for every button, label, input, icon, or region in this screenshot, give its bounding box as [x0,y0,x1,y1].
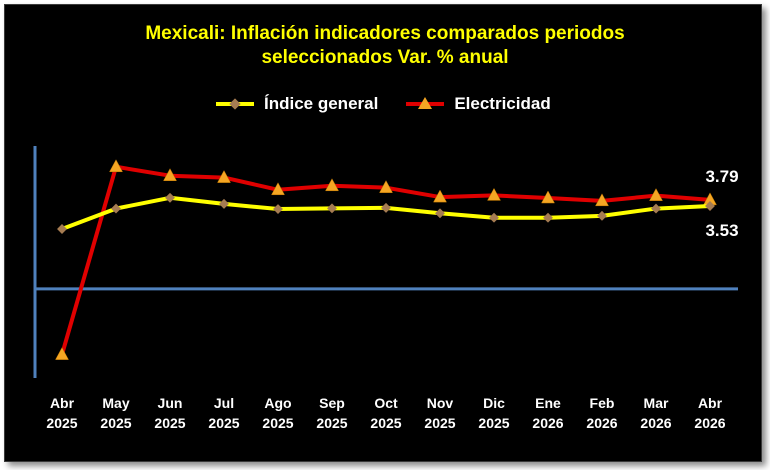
x-tick-month: Mar [644,395,669,411]
x-tick-label: Oct 2025 [370,395,401,431]
data-point-electricidad [271,182,285,196]
data-point-indice-general [381,202,391,213]
x-tick-month: Abr [698,395,723,411]
x-tick-label: Ago 2025 [262,395,293,431]
x-tick-month: Jul [214,395,234,411]
x-tick-year: 2025 [316,415,347,431]
data-point-electricidad [217,170,231,183]
chart-title: Mexicali: Inflación indicadores comparad… [0,22,770,70]
legend-label-indice-general: Índice general [264,94,379,113]
series-line-indice-general [61,195,711,231]
x-tick-year: 2025 [208,415,239,431]
data-label-indice-general: 3.53 [705,221,738,240]
series-line-electricidad [60,164,711,356]
x-tick-label: Jul 2025 [208,395,239,431]
x-tick-month: Jun [158,395,183,411]
x-tick-label: Mar 2026 [640,395,671,431]
x-tick-label: Abr 2026 [694,395,725,431]
x-tick-month: Sep [319,395,345,411]
data-point-indice-general [327,203,337,214]
data-point-indice-general [57,224,67,234]
legend-swatch-electricidad [406,97,445,109]
data-point-indice-general [273,204,283,214]
x-tick-label: May 2025 [100,395,131,431]
x-tick-label: Abr 2025 [46,395,77,431]
x-tick-year: 2026 [532,415,563,431]
x-tick-year: 2025 [478,415,509,431]
x-tick-label: Ene 2026 [532,395,563,431]
x-tick-label: Jun 2025 [154,395,185,431]
data-point-electricidad [541,190,555,204]
chart-frame [4,4,762,462]
x-tick-year: 2025 [46,415,77,431]
chart-title-line-1: Mexicali: Inflación indicadores comparad… [145,23,625,44]
x-tick-year: 2026 [586,415,617,431]
x-tick-month: Abr [50,395,75,411]
data-point-indice-general [435,208,445,219]
x-tick-year: 2026 [694,415,725,431]
legend-item-indice-general: Índice general [214,94,378,114]
x-tick-year: 2025 [370,415,401,431]
data-point-electricidad [649,188,663,201]
data-point-electricidad [487,187,501,201]
data-point-electricidad [163,168,177,181]
x-tick-year: 2026 [640,415,671,431]
x-tick-year: 2025 [424,415,455,431]
x-tick-label: Nov 2025 [424,395,455,431]
data-point-electricidad [55,347,69,360]
data-point-indice-general [111,203,121,214]
x-tick-label: Feb 2026 [586,395,617,431]
x-tick-year: 2025 [154,415,185,431]
data-point-indice-general [165,192,175,203]
x-tick-month: Ago [264,395,291,411]
data-point-indice-general [543,212,553,223]
x-tick-month: Dic [483,395,505,411]
data-point-indice-general [219,198,229,209]
x-tick-month: May [102,395,129,411]
legend-label-electricidad: Electricidad [454,94,551,113]
data-point-indice-general [705,201,715,211]
x-tick-month: Ene [535,395,561,411]
x-tick-year: 2025 [262,415,293,431]
x-tick-label: Dic 2025 [478,395,509,431]
x-tick-year: 2025 [100,415,131,431]
data-point-indice-general [489,212,499,223]
legend-swatch-indice-general [216,98,254,110]
data-point-electricidad [325,178,339,192]
x-tick-month: Oct [374,395,398,411]
chart-title-line-2: seleccionados Var. % anual [261,47,509,68]
data-point-electricidad [595,193,609,207]
data-point-electricidad [433,189,447,203]
data-label-electricidad: 3.79 [705,167,738,186]
legend-item-electricidad: Electricidad [404,94,551,114]
x-tick-month: Nov [427,395,454,411]
x-tick-label: Sep 2025 [316,395,347,431]
chart-legend: Índice general Electricidad [214,92,551,116]
data-point-electricidad [109,159,123,173]
data-point-indice-general [651,203,661,214]
data-point-electricidad [379,180,393,193]
data-point-indice-general [597,210,607,221]
x-tick-month: Feb [590,395,615,411]
